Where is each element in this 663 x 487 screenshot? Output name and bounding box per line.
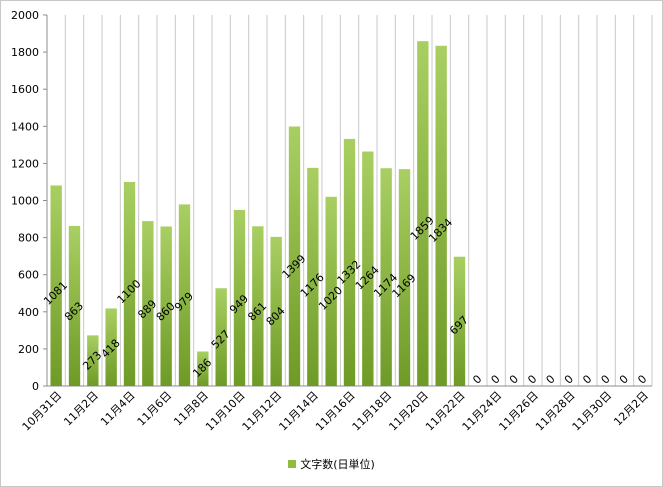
y-tick-label: 200 — [18, 343, 39, 356]
y-tick-label: 800 — [18, 232, 39, 245]
y-tick-label: 1200 — [11, 157, 39, 170]
bar — [178, 204, 191, 386]
legend: 文字数(日単位) — [0, 456, 663, 472]
data-label: 0 — [617, 372, 631, 386]
bar — [87, 335, 99, 386]
y-tick-label: 2000 — [11, 9, 39, 22]
bar — [215, 288, 227, 386]
x-tick-label: 12月2日 — [611, 389, 651, 429]
data-label: 0 — [489, 372, 503, 386]
y-tick-label: 1800 — [11, 46, 39, 59]
bar — [343, 138, 356, 386]
data-label: 0 — [599, 372, 613, 386]
y-tick-label: 0 — [32, 380, 39, 393]
bar — [197, 351, 209, 386]
y-tick-label: 1000 — [11, 195, 39, 208]
data-label: 0 — [580, 372, 594, 386]
bar — [362, 151, 374, 386]
data-label: 0 — [635, 372, 649, 386]
bar — [417, 41, 429, 387]
data-label: 0 — [525, 372, 539, 386]
bar — [160, 226, 172, 386]
x-tick-label: 11月4日 — [98, 389, 138, 429]
y-tick-label: 400 — [18, 306, 39, 319]
x-tick-label: 11月6日 — [135, 389, 175, 429]
bar — [252, 226, 264, 386]
bar — [435, 45, 447, 386]
bar — [123, 181, 136, 386]
x-tick-label: 11月2日 — [61, 389, 101, 429]
bar — [142, 221, 154, 386]
legend-swatch — [288, 460, 297, 468]
bar — [105, 308, 117, 386]
bar — [68, 225, 81, 386]
data-label: 0 — [544, 372, 558, 386]
bar — [288, 126, 301, 386]
bar — [50, 185, 62, 386]
y-tick-label: 1600 — [11, 83, 39, 96]
bar — [270, 236, 282, 386]
bar — [453, 256, 466, 386]
bar — [233, 209, 246, 386]
bar — [398, 169, 411, 386]
data-label: 0 — [507, 372, 521, 386]
bar — [380, 168, 392, 386]
y-tick-label: 600 — [18, 269, 39, 282]
legend-label: 文字数(日単位) — [300, 458, 375, 471]
data-label: 0 — [470, 372, 484, 386]
data-label: 0 — [562, 372, 576, 386]
bar — [307, 167, 319, 386]
y-tick-label: 1400 — [11, 120, 39, 133]
bar — [325, 196, 337, 386]
x-tick-label: 11月30日 — [570, 389, 615, 434]
x-tick-label: 10月31日 — [20, 389, 65, 434]
